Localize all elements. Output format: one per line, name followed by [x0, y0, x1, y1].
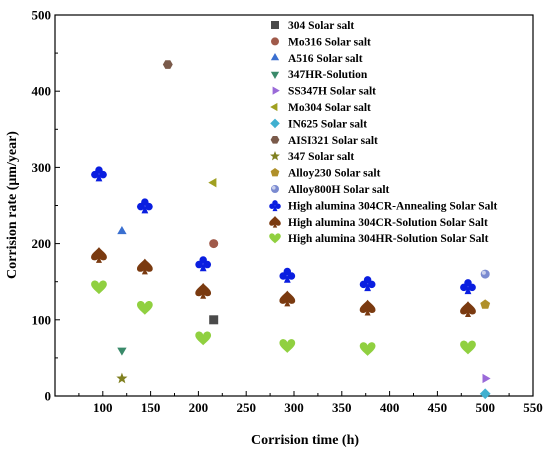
legend-label: A516 Solar salt — [288, 53, 363, 65]
x-tick-label: 200 — [189, 400, 209, 415]
legend-marker — [271, 185, 279, 193]
x-tick-label: 350 — [332, 400, 352, 415]
x-tick-label: 450 — [428, 400, 448, 415]
legend-label: High alumina 304CR-Annealing Solar Salt — [288, 200, 498, 212]
data-point — [116, 372, 128, 384]
y-tick-label: 400 — [32, 84, 52, 99]
legend-label: 347HR-Solution — [288, 69, 368, 81]
legend-marker — [270, 71, 280, 79]
legend-marker — [270, 118, 280, 129]
data-point — [359, 299, 376, 316]
x-axis: 100 150 200 250 300 350 400 450 500 550 — [78, 391, 543, 415]
legend-label: 304 Solar salt — [288, 20, 354, 32]
y-tick-label: 500 — [32, 8, 52, 23]
data-point — [279, 290, 296, 307]
legend-marker — [269, 216, 281, 228]
data-point — [117, 226, 127, 235]
data-point — [279, 339, 296, 353]
data-point — [279, 267, 296, 283]
data-point — [136, 301, 153, 315]
x-tick-label: 150 — [141, 400, 161, 415]
legend-label: Alloy800H Solar salt — [288, 184, 390, 196]
legend-marker — [269, 200, 281, 212]
data-point — [195, 256, 212, 272]
x-tick-label: 300 — [284, 400, 304, 415]
x-tick-label: 100 — [93, 400, 113, 415]
data-point — [195, 331, 212, 346]
legend-label: SS347H Solar salt — [288, 86, 376, 98]
data-point — [117, 347, 127, 356]
data-point — [359, 342, 376, 356]
data-point — [209, 315, 219, 325]
legend-label: AISI321 Solar salt — [288, 135, 378, 147]
data-point — [479, 388, 491, 400]
data-point — [482, 373, 491, 384]
legend-marker — [272, 86, 280, 95]
data-point — [136, 258, 153, 275]
x-tick-label: 550 — [523, 400, 543, 415]
x-tick-label: 250 — [236, 400, 256, 415]
legend-marker — [270, 168, 280, 177]
data-point — [359, 276, 376, 292]
data-point — [209, 239, 219, 249]
legend-label: 347 Solar salt — [288, 151, 354, 163]
data-point — [162, 60, 173, 69]
legend-marker — [269, 233, 281, 244]
legend-label: High alumina 304CR-Solution Solar Salt — [288, 217, 488, 229]
data-point — [460, 301, 476, 318]
data-point — [480, 269, 490, 279]
legend-label: Mo316 Solar salt — [288, 36, 371, 48]
legend-marker — [270, 53, 280, 61]
y-tick-label: 300 — [32, 160, 52, 175]
x-tick-label: 400 — [380, 400, 400, 415]
data-point — [91, 247, 107, 263]
y-tick-label: 100 — [32, 312, 52, 327]
data-point — [480, 299, 491, 309]
y-tick-label: 200 — [32, 236, 52, 251]
y-tick-label: 0 — [45, 389, 52, 404]
y-axis-title: Corrision rate (μm/year) — [5, 131, 20, 279]
legend-marker — [271, 21, 279, 29]
legend-marker — [270, 151, 280, 161]
legend-marker — [270, 135, 280, 144]
data-point — [195, 282, 212, 299]
data-point — [91, 166, 107, 182]
data-point — [91, 280, 107, 295]
legend-label: Mo304 Solar salt — [288, 102, 371, 114]
legend-label: Alloy230 Solar salt — [288, 168, 381, 180]
data-point — [460, 340, 476, 355]
y-axis: 0 100 200 300 400 500 — [32, 8, 60, 404]
x-axis-title: Corrision time (h) — [251, 433, 359, 448]
data-point — [208, 177, 217, 188]
legend-marker — [271, 37, 279, 46]
x-tick-label: 500 — [475, 400, 495, 415]
data-point — [136, 198, 153, 214]
data-point — [460, 279, 476, 295]
legend-marker — [270, 102, 278, 112]
legend-label: IN625 Solar salt — [288, 118, 367, 130]
legend-label: High alumina 304HR-Solution Solar Salt — [288, 233, 489, 245]
legend: 304 Solar salt Mo316 Solar salt A516 Solar… — [269, 20, 498, 245]
